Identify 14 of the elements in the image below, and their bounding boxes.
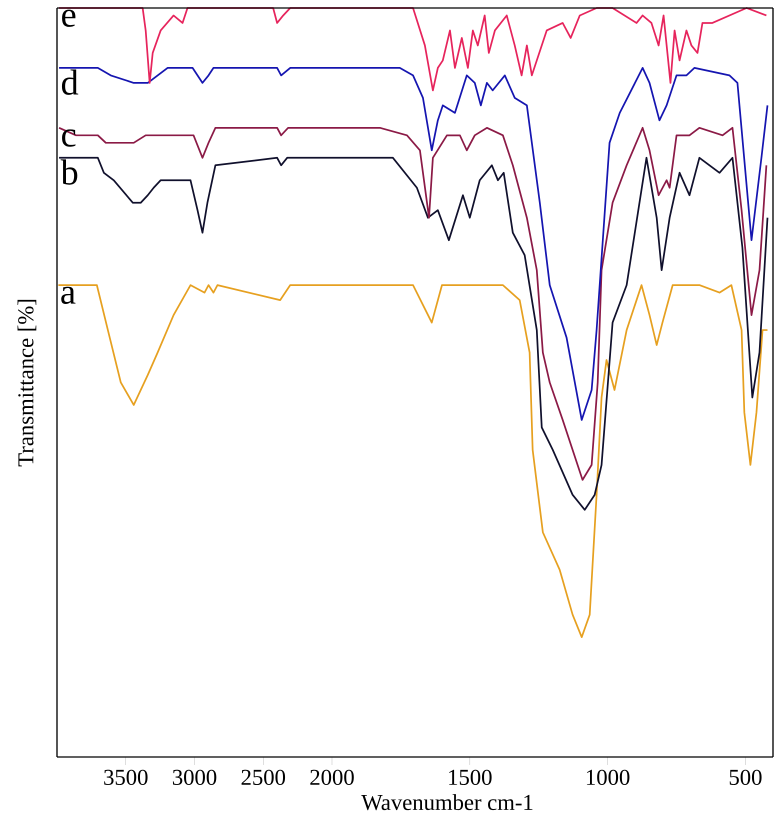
series-label: e (62, 10, 76, 27)
x-tick-label: 1000 (586, 770, 630, 786)
series-label: a (61, 286, 76, 304)
x-tick-label: 3000 (172, 770, 216, 786)
x-axis-title: Wavenumber cm-1 (361, 794, 532, 810)
x-tick-label: 1500 (449, 770, 492, 786)
series-label: c (62, 129, 76, 147)
x-tick-label: 500 (730, 770, 762, 786)
x-tick-label: 2500 (242, 770, 286, 786)
series-label: b (60, 159, 78, 185)
series-label: d (62, 70, 78, 95)
x-tick-label: 2000 (310, 770, 354, 786)
y-axis-title: Transmittance [%] (18, 300, 36, 466)
x-tick-label: 3500 (104, 770, 148, 786)
